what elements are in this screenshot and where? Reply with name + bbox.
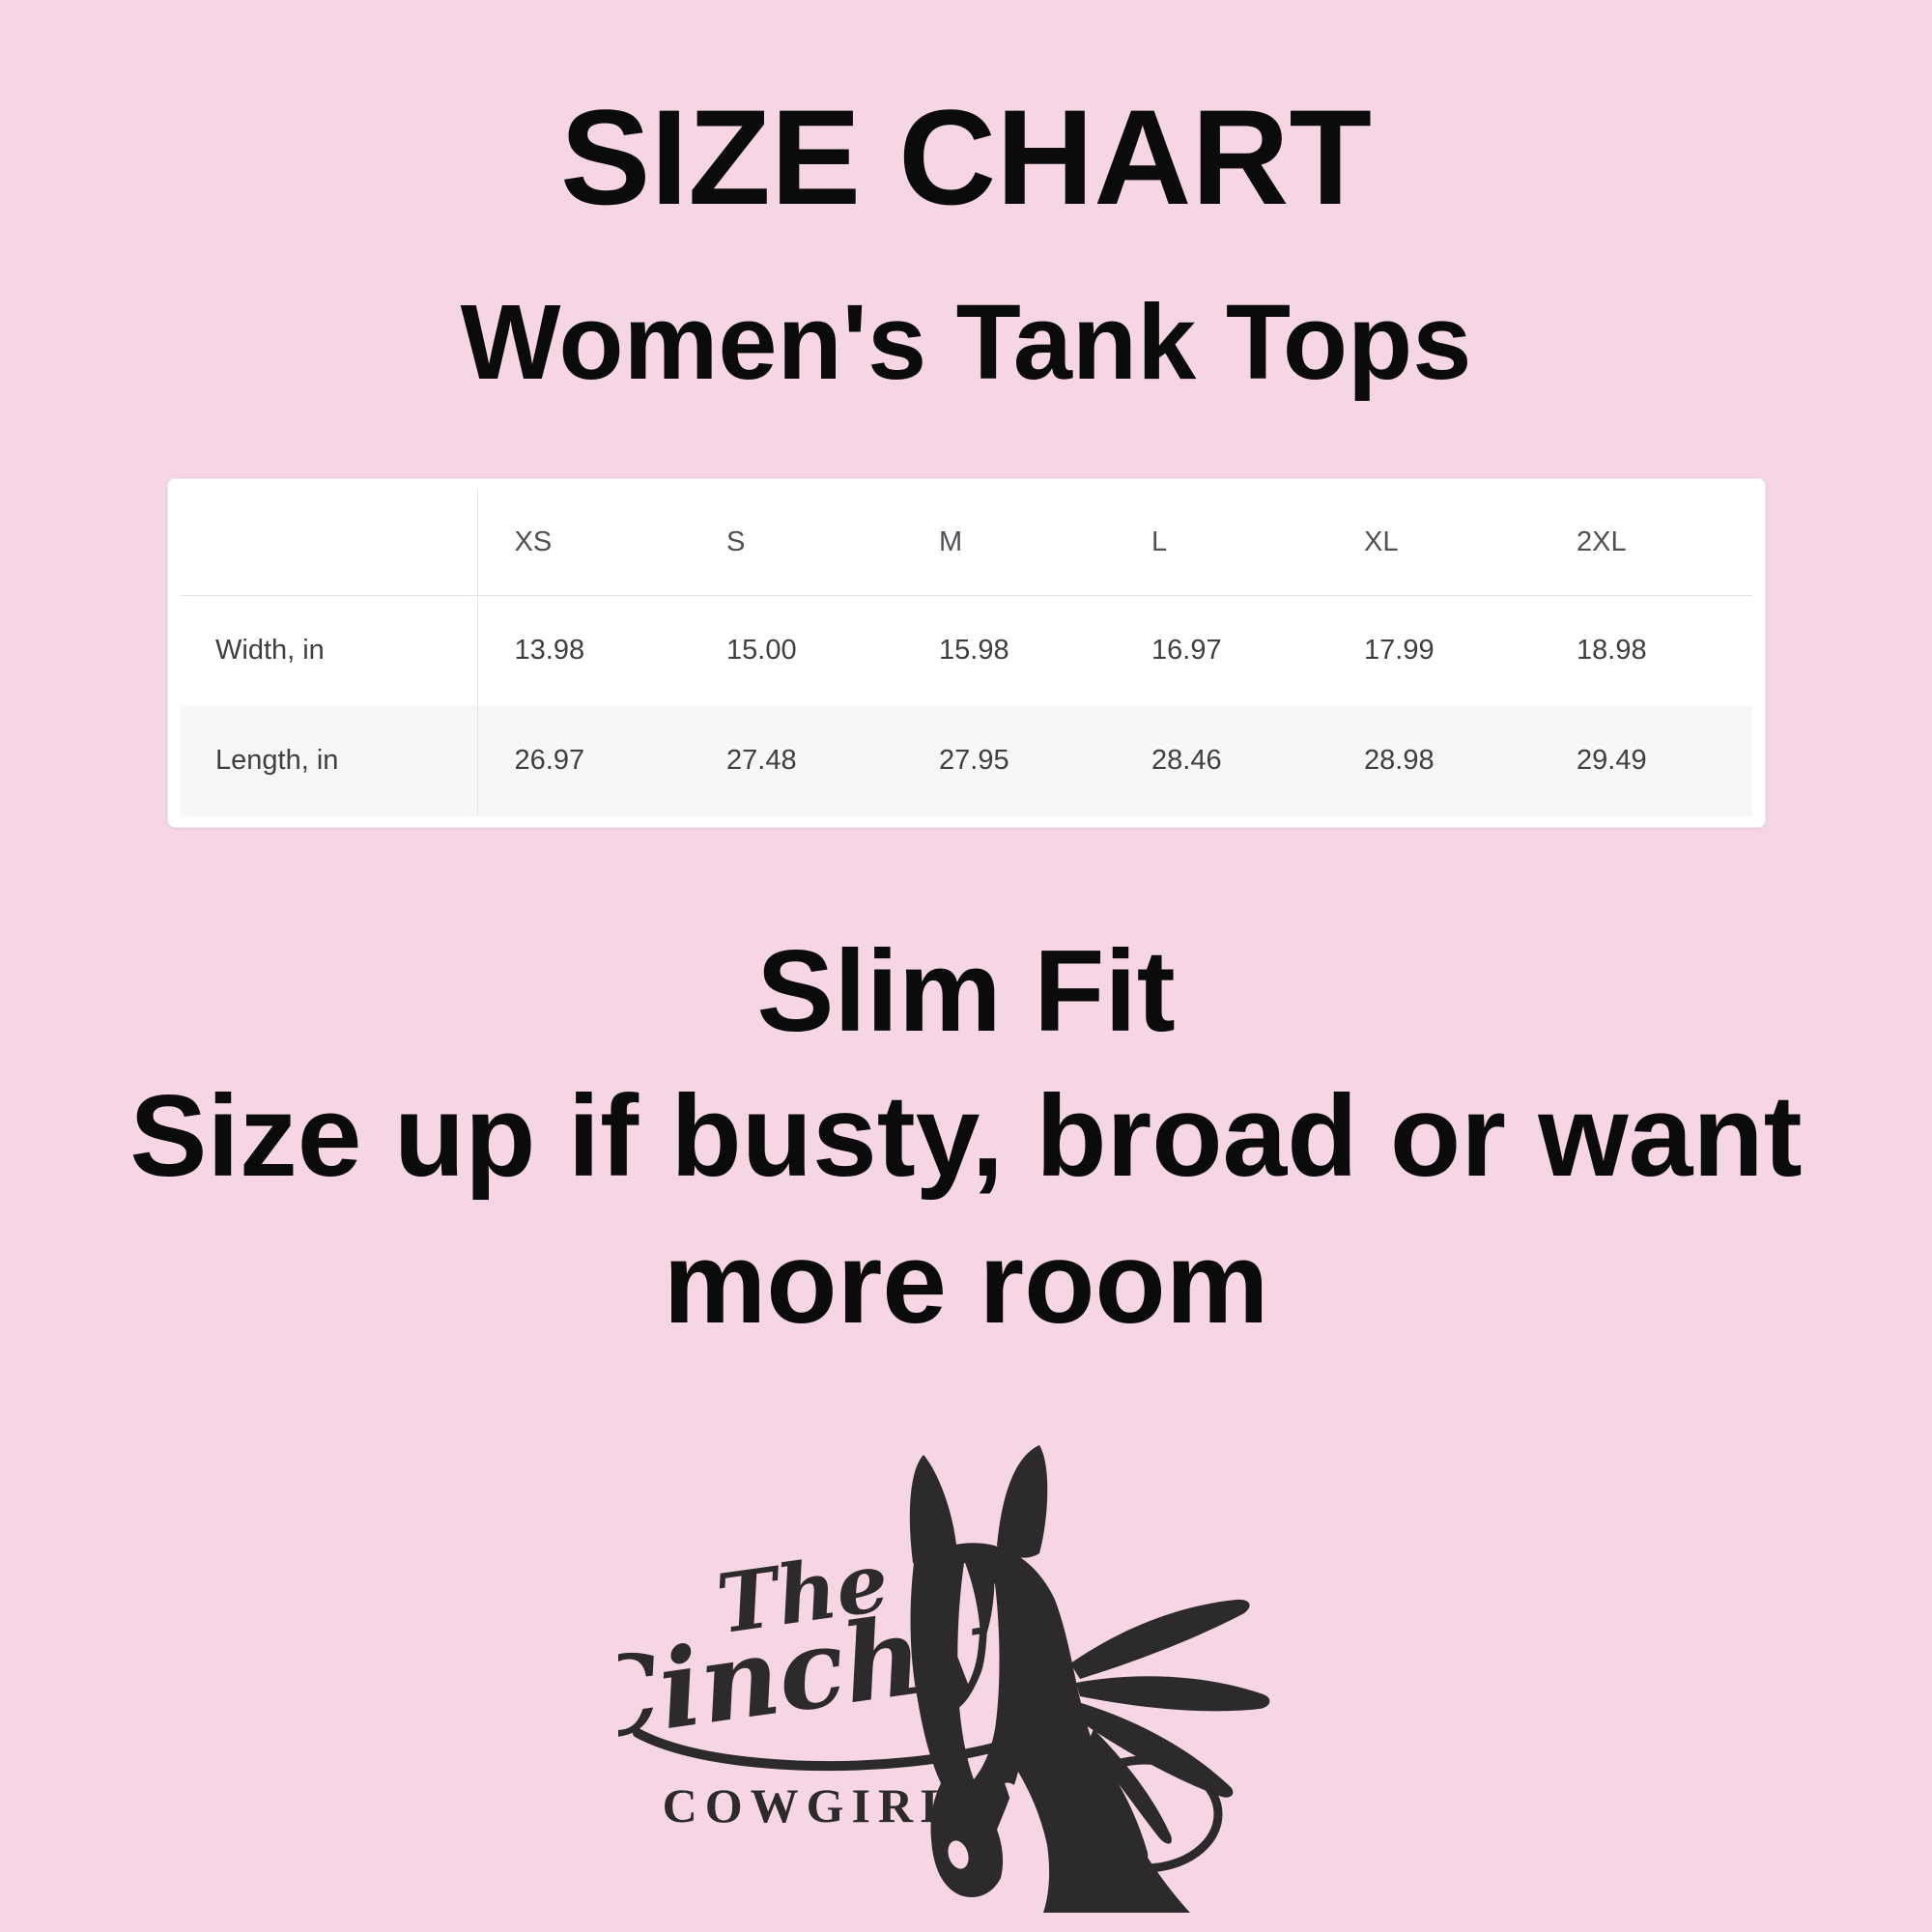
fit-note-line-2: Size up if busty, broad or want	[129, 1071, 1803, 1201]
horse-forelock-icon	[958, 1543, 995, 1647]
brand-logo: The Cinchy COWGIRL	[618, 1439, 1314, 1922]
horse-left-ear-icon	[909, 1455, 957, 1567]
fit-note-line-1: Slim Fit	[756, 926, 1176, 1056]
width-value-xs: 13.98	[514, 635, 585, 666]
horse-right-ear-icon	[997, 1445, 1048, 1558]
table-row-length: Length, in 26.97 27.48 27.95 28.46 28.98…	[181, 705, 1752, 816]
width-value-m: 15.98	[939, 635, 1009, 666]
logo-swoosh-icon	[633, 1719, 1063, 1771]
table-row-width: Width, in 13.98 15.00 15.98 16.97 17.99 …	[181, 595, 1752, 706]
table-corner-cell	[181, 490, 478, 596]
logo-word-the: The	[711, 1533, 894, 1652]
column-header-l: L	[1115, 490, 1327, 596]
column-header-xl: XL	[1327, 490, 1540, 596]
length-value-xl: 28.98	[1364, 745, 1435, 777]
size-table-card: XS S M L XL 2XL Width, in 13.98 15.00 15…	[167, 478, 1766, 828]
size-table-header-row: XS S M L XL 2XL	[181, 490, 1752, 596]
length-value-xs: 26.97	[514, 745, 585, 777]
width-value-s: 15.00	[726, 635, 797, 666]
column-header-2xl: 2XL	[1540, 490, 1752, 596]
product-subtitle: Women's Tank Tops	[460, 283, 1472, 402]
page-title: SIZE CHART	[560, 81, 1372, 233]
width-value-2xl: 18.98	[1577, 635, 1647, 666]
length-value-s: 27.48	[726, 745, 797, 777]
column-header-s: S	[690, 490, 902, 596]
cinchy-cowgirl-logo-icon: The Cinchy COWGIRL	[618, 1445, 1270, 1913]
row-label-width: Width, in	[181, 595, 478, 706]
length-value-m: 27.95	[939, 745, 1009, 777]
length-value-2xl: 29.49	[1577, 745, 1647, 777]
width-value-xl: 17.99	[1364, 635, 1435, 666]
column-header-m: M	[902, 490, 1115, 596]
row-label-length: Length, in	[181, 705, 478, 816]
width-value-l: 16.97	[1151, 635, 1222, 666]
logo-word-cowgirl: COWGIRL	[663, 1778, 961, 1833]
size-table: XS S M L XL 2XL Width, in 13.98 15.00 15…	[181, 490, 1752, 816]
fit-note-line-3: more room	[663, 1218, 1269, 1348]
length-value-l: 28.46	[1151, 745, 1222, 777]
column-header-xs: XS	[477, 490, 690, 596]
